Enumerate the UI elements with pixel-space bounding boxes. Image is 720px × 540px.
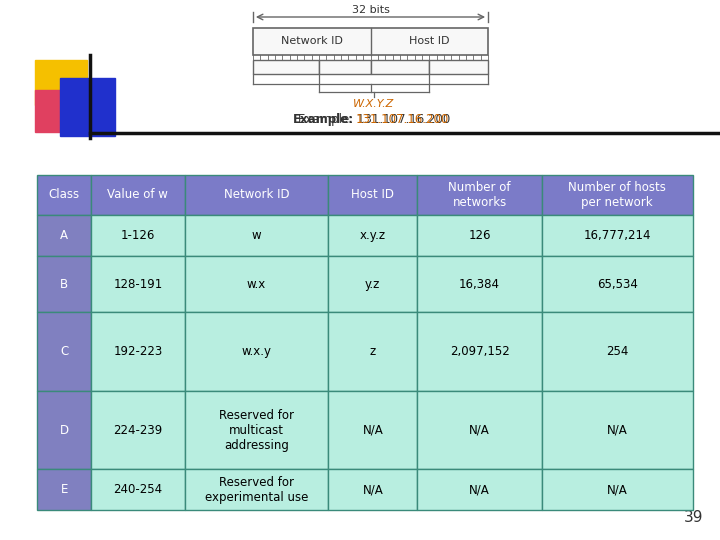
Bar xyxy=(541,255,693,313)
Text: 254: 254 xyxy=(606,345,629,358)
Bar xyxy=(184,391,328,469)
Text: 1-126: 1-126 xyxy=(121,229,155,242)
Text: w: w xyxy=(251,229,261,242)
Text: 65,534: 65,534 xyxy=(597,278,638,291)
Bar xyxy=(37,215,91,255)
Text: 126: 126 xyxy=(468,229,491,242)
Text: Host ID: Host ID xyxy=(409,37,449,46)
Text: Network ID: Network ID xyxy=(281,37,343,46)
Bar xyxy=(37,469,91,510)
Text: Number of
networks: Number of networks xyxy=(449,181,510,209)
Text: N/A: N/A xyxy=(362,483,383,496)
Bar xyxy=(91,215,184,255)
Text: Reserved for
experimental use: Reserved for experimental use xyxy=(204,476,308,504)
Bar xyxy=(184,215,328,255)
Bar xyxy=(429,60,488,74)
Bar xyxy=(184,255,328,313)
Text: y.z: y.z xyxy=(365,278,380,291)
Text: Host ID: Host ID xyxy=(351,188,395,201)
Text: 32 bits: 32 bits xyxy=(351,5,390,15)
Bar xyxy=(328,313,418,391)
Text: x.y.z: x.y.z xyxy=(360,229,386,242)
Bar xyxy=(37,175,91,215)
Text: N/A: N/A xyxy=(362,424,383,437)
Bar xyxy=(418,255,541,313)
Bar xyxy=(418,313,541,391)
Bar xyxy=(371,60,429,74)
Bar xyxy=(541,391,693,469)
Bar xyxy=(328,215,418,255)
Bar xyxy=(184,469,328,510)
Bar xyxy=(541,175,693,215)
Bar xyxy=(418,175,541,215)
Text: 192-223: 192-223 xyxy=(113,345,163,358)
Text: Example: 131.107.16.200: Example: 131.107.16.200 xyxy=(298,113,450,126)
Text: Network ID: Network ID xyxy=(223,188,289,201)
Bar xyxy=(328,391,418,469)
Bar xyxy=(541,313,693,391)
Text: N/A: N/A xyxy=(469,483,490,496)
Text: Reserved for
multicast
addressing: Reserved for multicast addressing xyxy=(219,409,294,451)
Bar xyxy=(541,469,693,510)
Bar xyxy=(541,215,693,255)
Bar xyxy=(328,255,418,313)
Bar xyxy=(91,469,184,510)
Text: E: E xyxy=(60,483,68,496)
Bar xyxy=(91,255,184,313)
Bar xyxy=(91,391,184,469)
Text: Number of hosts
per network: Number of hosts per network xyxy=(568,181,666,209)
Text: z: z xyxy=(369,345,376,358)
Bar xyxy=(418,391,541,469)
Text: 16,777,214: 16,777,214 xyxy=(583,229,651,242)
Text: N/A: N/A xyxy=(607,424,628,437)
Bar xyxy=(253,60,319,74)
Bar xyxy=(35,90,87,132)
Text: W.X.Y.Z: W.X.Y.Z xyxy=(354,99,395,109)
Text: 131.107.16.200: 131.107.16.200 xyxy=(356,113,449,126)
Text: N/A: N/A xyxy=(469,424,490,437)
Text: 128-191: 128-191 xyxy=(113,278,163,291)
Text: A: A xyxy=(60,229,68,242)
Text: N/A: N/A xyxy=(607,483,628,496)
Bar xyxy=(37,391,91,469)
Text: 240-254: 240-254 xyxy=(113,483,163,496)
Bar xyxy=(91,175,184,215)
Text: 2,097,152: 2,097,152 xyxy=(449,345,509,358)
Bar xyxy=(35,60,87,105)
Text: 224-239: 224-239 xyxy=(113,424,163,437)
Text: D: D xyxy=(60,424,68,437)
Bar xyxy=(184,313,328,391)
Bar xyxy=(319,60,371,74)
Text: Class: Class xyxy=(49,188,80,201)
Bar xyxy=(60,78,115,136)
Text: 39: 39 xyxy=(683,510,703,525)
Bar xyxy=(328,175,418,215)
Bar xyxy=(184,175,328,215)
Text: Example:: Example: xyxy=(293,113,354,126)
Text: w.x: w.x xyxy=(247,278,266,291)
Bar xyxy=(418,469,541,510)
Bar xyxy=(37,255,91,313)
Bar xyxy=(328,469,418,510)
Text: Value of w: Value of w xyxy=(107,188,168,201)
Bar xyxy=(418,215,541,255)
Bar xyxy=(91,313,184,391)
Text: B: B xyxy=(60,278,68,291)
Bar xyxy=(253,28,488,55)
Text: 16,384: 16,384 xyxy=(459,278,500,291)
Text: C: C xyxy=(60,345,68,358)
Bar xyxy=(37,313,91,391)
Text: w.x.y: w.x.y xyxy=(241,345,271,358)
